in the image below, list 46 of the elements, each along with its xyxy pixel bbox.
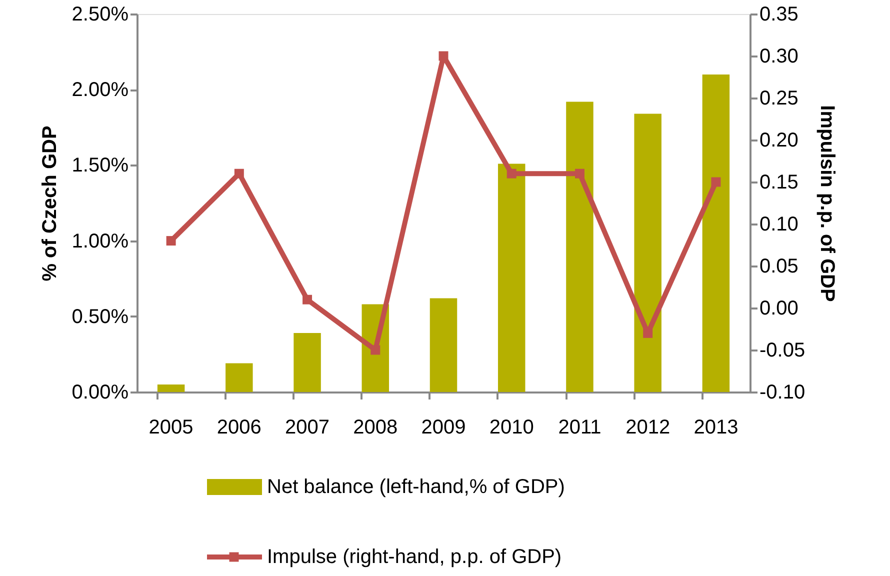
point [643,328,653,338]
y2-tick-label: 0.05 [760,256,798,278]
bar [226,363,253,392]
point [438,51,448,61]
bar [294,333,321,392]
bar [702,74,730,392]
y-tick-label: 1.00% [72,230,129,252]
y-tick-label: 2.00% [72,79,129,102]
point [574,168,584,178]
legend-label: Impulse (right-hand, p.p. of GDP) [267,546,562,568]
y2-tick-label: -0.05 [760,340,806,362]
y2-tick-label: 0.10 [760,214,798,236]
bar [498,164,526,392]
x-tick-label: 2005 [148,416,194,438]
bar [634,114,662,392]
y2-tick-label: 0.25 [760,88,798,110]
point [302,294,312,304]
x-tick-label: 2011 [558,416,602,438]
x-tick-label: 2006 [216,416,262,438]
point [506,168,516,178]
y2-axis-title: Impulsin p.p. of GDP [816,105,838,302]
point [166,236,176,246]
y2-tick-label: 0.30 [760,46,798,68]
y2-tick-label: 0.00 [760,298,798,320]
y-tick-label: 0.00% [72,382,129,404]
y-tick-label: 0.50% [72,306,129,328]
y2-tick-label: 0.15 [760,172,798,194]
point [370,345,380,355]
x-tick-label: 2010 [489,416,534,438]
bar [430,298,458,392]
x-tick-label: 2012 [626,416,670,438]
x-tick-label: 2008 [353,416,398,438]
y2-tick-label: -0.10 [760,382,806,404]
x-tick-label: 2013 [694,416,738,438]
bar [566,102,594,392]
legend-label: Net balance (left-hand,% of GDP) [267,476,565,498]
point [234,168,244,178]
point [711,177,721,187]
x-tick-label: 2007 [285,416,330,438]
x-tick-label: 2009 [421,416,466,438]
bar [157,384,185,392]
y-axis-title: % of Czech GDP [38,126,61,282]
y2-tick-label: 0.35 [760,4,798,26]
y-tick-label: 2.50% [72,4,129,26]
y2-tick-label: 0.20 [760,130,798,152]
y-tick-label: 1.50% [72,154,129,177]
